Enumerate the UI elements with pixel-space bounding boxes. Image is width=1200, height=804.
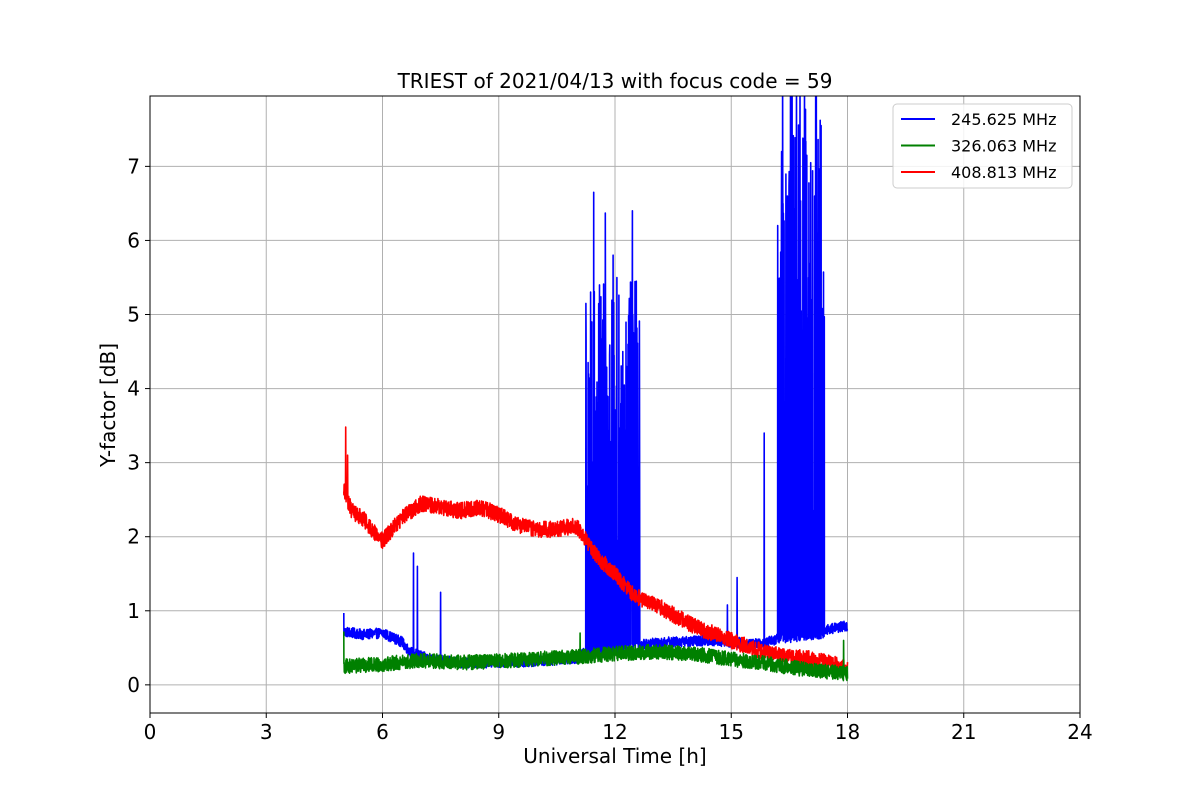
x-tick-label: 0 [144,720,157,744]
y-tick-label: 6 [127,228,140,252]
legend-box [892,103,1073,189]
x-tick-label: 21 [951,720,976,744]
series-line [343,426,849,676]
x-tick-label: 18 [835,720,860,744]
x-tick-label: 3 [260,720,273,744]
y-tick-label: 7 [127,154,140,178]
legend-label: 408.813 MHz [951,163,1056,182]
y-tick-label: 3 [127,451,140,475]
x-tick-label: 24 [1067,720,1092,744]
y-tick-label: 0 [127,673,140,697]
y-tick-label: 1 [127,599,140,623]
x-tick-label: 15 [719,720,744,744]
y-tick-label: 4 [127,377,140,401]
y-tick-label: 2 [127,525,140,549]
series-layer [343,96,849,682]
legend-label: 245.625 MHz [951,110,1056,129]
x-tick-label: 6 [376,720,389,744]
legend: 245.625 MHz 326.063 MHz 408.813 MHz [892,103,1073,189]
y-tick-label: 5 [127,303,140,327]
x-axis-title: Universal Time [h] [523,744,706,768]
legend-label: 326.063 MHz [951,137,1056,156]
y-axis-title: Y-factor [dB] [96,343,120,468]
chart-title: TRIEST of 2021/04/13 with focus code = 5… [397,69,833,93]
x-tick-label: 9 [492,720,505,744]
x-tick-label: 12 [602,720,627,744]
series-line [343,631,849,682]
